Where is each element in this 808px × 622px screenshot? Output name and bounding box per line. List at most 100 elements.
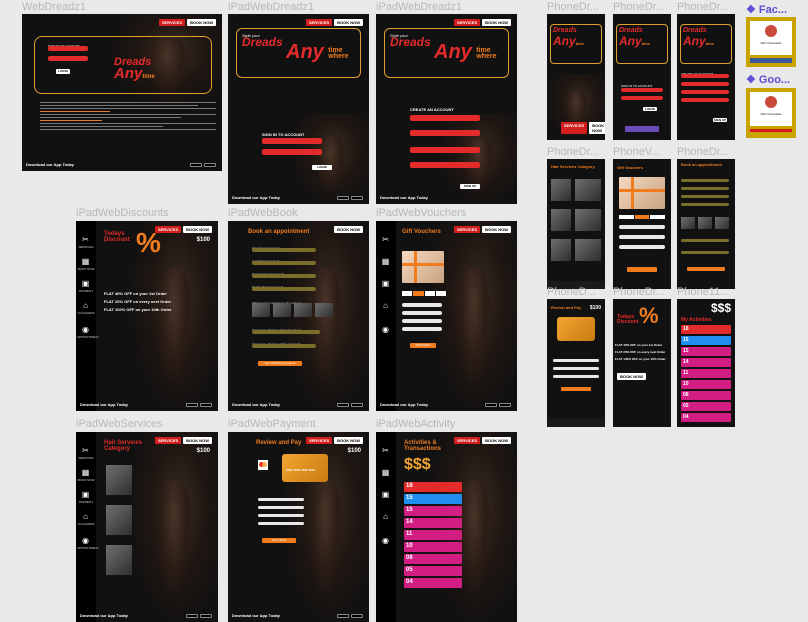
book-now-button[interactable]: BOOK NOW <box>334 226 363 233</box>
services-button[interactable]: SERVICES <box>453 226 481 233</box>
activity-row[interactable]: 11 <box>681 369 731 378</box>
gift-voucher-card[interactable] <box>619 177 665 209</box>
frame-label-google[interactable]: ❖ Goo... <box>746 74 791 86</box>
appointment-icon[interactable]: ◉ <box>82 325 89 334</box>
activity-row[interactable]: 04 <box>681 413 731 422</box>
service-thumb[interactable] <box>551 209 571 231</box>
frame-label-phone-r3-2[interactable]: PhoneDr... <box>613 286 665 298</box>
service-thumb[interactable] <box>575 209 601 231</box>
message-field[interactable] <box>402 319 442 323</box>
phone-field[interactable] <box>410 130 480 136</box>
book-now-button[interactable]: BOOK NOW <box>334 437 363 444</box>
pay-now-button[interactable]: PAY NOW <box>262 538 296 543</box>
email-field[interactable] <box>252 274 316 278</box>
appointment-icon[interactable]: ◉ <box>382 536 389 545</box>
services-button[interactable]: SERVICES <box>453 19 481 26</box>
frame-label-services[interactable]: iPadWebServices <box>76 418 163 430</box>
book-now-button[interactable]: BOOK NOW <box>334 19 363 26</box>
service-thumb[interactable] <box>715 217 729 229</box>
book-now-button[interactable]: BOOK NOW <box>617 373 646 380</box>
fb-button[interactable] <box>750 58 792 63</box>
calendar-icon[interactable]: ▦ <box>381 468 390 477</box>
services-button[interactable]: SERVICES <box>561 122 588 134</box>
recipient-field[interactable] <box>402 303 442 307</box>
frame-ipad-signin[interactable]: SERVICES BOOK NOW Style your Dreads Any t… <box>228 14 369 204</box>
frame-label-phone-3[interactable]: PhoneDr... <box>677 1 729 13</box>
activity-row[interactable]: 18 <box>681 325 731 334</box>
appstore-badge[interactable] <box>485 403 497 407</box>
phone-field[interactable] <box>681 203 729 206</box>
frame-label-book[interactable]: iPadWebBook <box>228 207 298 219</box>
frame-ipad-payment[interactable]: SERVICES BOOK NOW $100 Review and Pay 506… <box>228 432 369 622</box>
frame-phone-2[interactable]: Dreads Anytime SIGN IN TO ACCOUNT LOGIN <box>613 14 671 140</box>
book-now-button[interactable]: BOOK NOW <box>183 437 212 444</box>
send-booking-button[interactable]: Send Booking Request <box>258 361 302 366</box>
frame-label-ipad-dreadz[interactable]: iPadWebDreadz1 <box>228 1 315 13</box>
googleplay-badge[interactable] <box>351 614 363 618</box>
activity-row[interactable]: 15 <box>404 494 462 504</box>
card-number-field[interactable] <box>258 506 304 509</box>
amount-selector[interactable] <box>619 215 666 219</box>
expiry-field[interactable] <box>553 367 599 370</box>
googleplay-badge[interactable] <box>351 403 363 407</box>
payment-icon[interactable]: ▣ <box>81 279 90 288</box>
google-card[interactable]: Dimi Omotusho <box>746 88 796 138</box>
appointment-icon[interactable]: ◉ <box>382 325 389 334</box>
service-thumb[interactable] <box>106 465 132 495</box>
service-thumb[interactable] <box>575 239 601 261</box>
email-field[interactable] <box>681 195 729 198</box>
sender-field[interactable] <box>402 327 442 331</box>
card-holder-field[interactable] <box>258 498 304 501</box>
googleplay-badge[interactable] <box>499 403 511 407</box>
activity-row[interactable]: 05 <box>681 402 731 411</box>
username-field[interactable] <box>621 88 663 92</box>
payment-icon[interactable]: ▣ <box>381 490 390 499</box>
frame-ipad-discounts[interactable]: ✂ SERVICES ▦ BOOK NOW ▣ PAYMENT ⌂ VOUCHE… <box>76 221 218 411</box>
service-thumb[interactable] <box>681 217 695 229</box>
frame-label-phone-r3-1[interactable]: PhoneD... <box>547 286 596 298</box>
cvv-field[interactable] <box>258 522 304 525</box>
activity-row[interactable]: 15 <box>681 347 731 356</box>
frame-phone-discounts[interactable]: Todays Discount % FLAT 40% OFF on your 1s… <box>613 299 671 427</box>
scissors-icon[interactable]: ✂ <box>382 235 389 244</box>
last-name-field[interactable] <box>681 187 729 190</box>
frame-label-phone-r3-3[interactable]: Phone11... <box>677 286 730 298</box>
frame-ipad-book[interactable]: BOOK NOW Book an appointment First Name(… <box>228 221 369 411</box>
book-now-button[interactable]: BOOK NOW <box>482 226 511 233</box>
time-field[interactable] <box>681 251 729 254</box>
service-thumb[interactable] <box>273 303 291 317</box>
googleplay-badge[interactable] <box>351 196 363 200</box>
activity-row[interactable]: 08 <box>404 554 462 564</box>
services-button[interactable]: SERVICES <box>305 19 333 26</box>
google-button[interactable] <box>750 129 792 132</box>
time-field[interactable] <box>252 344 316 348</box>
login-button[interactable]: LOGIN <box>56 69 70 74</box>
phone-field[interactable] <box>681 82 729 86</box>
service-thumb[interactable] <box>551 179 571 201</box>
chair-icon[interactable]: ⌂ <box>383 512 388 521</box>
frame-ipad-create[interactable]: SERVICES BOOK NOW Style your Dreads Any t… <box>376 14 517 204</box>
frame-ipad-activity[interactable]: ✂ ▦ ▣ ⌂ ◉ SERVICES BOOK NOW Activities & T… <box>376 432 517 622</box>
phone-field[interactable] <box>252 287 316 291</box>
facebook-card[interactable]: Dimi Omotusho <box>746 17 796 67</box>
activity-row[interactable]: 11 <box>404 530 462 540</box>
book-now-button[interactable]: BOOK NOW <box>482 437 511 444</box>
activity-row[interactable]: 14 <box>681 358 731 367</box>
appointment-icon[interactable]: ◉ <box>82 536 89 545</box>
confirm-field[interactable] <box>410 162 480 168</box>
appstore-badge[interactable] <box>337 614 349 618</box>
frame-phone-services[interactable]: Hair Services Category <box>547 159 605 289</box>
last-name-field[interactable] <box>252 261 316 265</box>
password-field[interactable] <box>410 147 480 153</box>
book-now-button[interactable]: BOOK NOW <box>482 19 511 26</box>
services-button[interactable]: SERVICES <box>158 19 186 26</box>
calendar-icon[interactable]: ▦ <box>81 468 90 477</box>
activity-row[interactable]: 15 <box>681 336 731 345</box>
credit-card[interactable] <box>557 317 595 341</box>
confirm-field[interactable] <box>681 98 729 102</box>
service-thumb[interactable] <box>698 217 712 229</box>
activity-row[interactable]: 10 <box>681 380 731 389</box>
services-button[interactable]: SERVICES <box>154 437 182 444</box>
chair-icon[interactable]: ⌂ <box>383 301 388 310</box>
